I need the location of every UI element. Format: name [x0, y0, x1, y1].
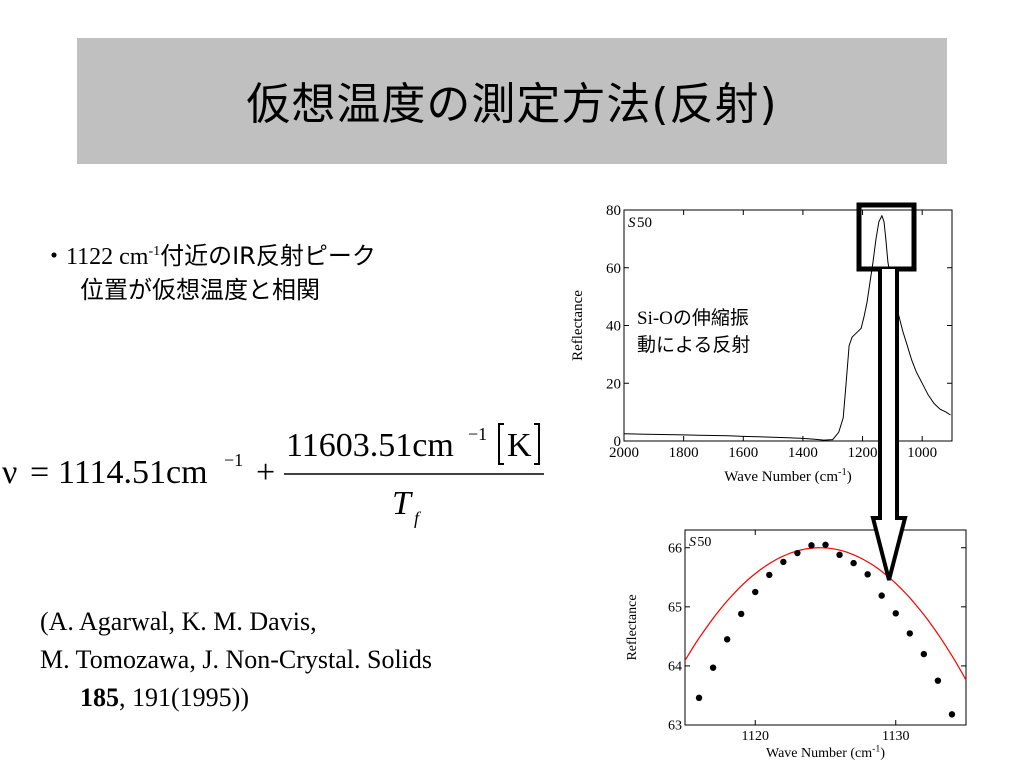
formula-equals: = [30, 454, 49, 491]
x-tick-label: 2000 [609, 445, 639, 461]
x-tick-label: 1600 [728, 445, 758, 461]
bullet-wavenumber: 1122 cm [66, 244, 149, 270]
peak-highlight-box [856, 202, 917, 272]
bullet-line2: 位置が仮想温度と相関 [80, 276, 320, 304]
data-point [766, 571, 773, 579]
y-tick-label: 80 [606, 203, 621, 219]
y-tick-label: 64 [668, 660, 682, 675]
y-tick-label: 40 [606, 319, 621, 335]
data-point [864, 571, 871, 578]
x-tick-label: 1130 [882, 729, 909, 744]
reference-line3: 185, 191(1995)) [40, 679, 432, 717]
y-tick-label: 60 [606, 261, 621, 277]
peak-fit-chart: 1120 1130 63 64 65 66 S 50 Wave Number (cm-1) Ref… [625, 529, 967, 761]
data-point [920, 650, 928, 658]
chart-tag-letter: S [689, 535, 696, 550]
data-point [723, 636, 731, 643]
formula-nu: ν [2, 454, 17, 491]
formula-numerator-exp: −1 [468, 424, 487, 444]
y-tick-label: 0 [614, 434, 622, 450]
reference-pages: , 191(1995)) [119, 683, 249, 712]
x-axis-label: Wave Number (cm-1) [724, 467, 852, 485]
down-arrow [870, 269, 908, 581]
spectrum-line [623, 214, 951, 441]
y-tick-label: 65 [668, 600, 682, 615]
chart-tag-number: 50 [637, 215, 652, 231]
data-point [709, 664, 717, 671]
data-point [934, 677, 942, 684]
bullet-marker: ・ [42, 242, 66, 270]
y-tick-label: 63 [668, 719, 682, 734]
annotation-line: 動による反射 [637, 334, 750, 356]
bullet-exponent: -1 [148, 244, 161, 259]
y-tick-label: 20 [606, 376, 621, 392]
formula-bracket-left [498, 423, 504, 465]
bullet-line1-text: 付近のIR反射ピーク [160, 242, 376, 270]
data-point [780, 558, 787, 566]
data-point [738, 610, 745, 618]
reference-line1: (A. Agarwal, K. M. Davis, [40, 607, 317, 636]
x-tick-label: 1000 [907, 445, 937, 461]
y-axis-label: Reflectance [625, 594, 640, 660]
plot-frame [623, 209, 953, 442]
formula-denominator: T [392, 485, 413, 522]
data-point [695, 694, 703, 702]
formula-numerator: 11603.51cm [286, 427, 454, 464]
reference-volume: 185 [80, 683, 119, 712]
zoom-arrow [856, 202, 917, 581]
reference-line2: M. Tomozawa, J. Non-Crystal. Solids [40, 645, 433, 674]
y-axis-label: Reflectance [570, 290, 586, 361]
x-axis-label-text: Wave Number (cm [724, 469, 838, 485]
data-point [794, 549, 801, 557]
x-axis-label-end: ) [847, 469, 852, 485]
data-point [808, 542, 815, 549]
reference: (A. Agarwal, K. M. Davis, M. Tomozawa, J… [40, 603, 432, 717]
data-point [752, 588, 759, 596]
formula-constant-exp: −1 [224, 450, 243, 470]
y-tick-label: 66 [668, 541, 682, 556]
plot-frame [684, 529, 967, 726]
data-point [836, 551, 843, 559]
data-point [878, 592, 885, 599]
fit-curve [684, 547, 967, 681]
formula-bracket-right [534, 423, 540, 465]
data-point [850, 559, 857, 567]
data-point [906, 630, 913, 637]
x-tick-label: 1120 [742, 729, 769, 744]
formula-constant: 1114.51cm [58, 454, 208, 491]
formula-denominator-sub: f [414, 508, 422, 528]
x-tick-label: 1400 [788, 445, 818, 461]
reflectance-spectrum-chart: 2000 1800 1600 1400 1200 1000 0 20 40 60 80 S 50 Wave… [570, 203, 953, 485]
x-axis-label-exp: -1 [838, 467, 847, 478]
chart-tag-number: 50 [697, 535, 711, 550]
data-point [948, 711, 956, 718]
data-point [892, 610, 899, 617]
annotation-line: Si-Oの伸縮振 [637, 307, 749, 329]
x-tick-label: 1200 [848, 445, 878, 461]
formula: ν = 1114.51cm −1 + 11603.51cm −1 K T f [2, 423, 544, 528]
bullet-point: ・1122 cm-1付近のIR反射ピーク [42, 236, 376, 273]
title-bar: 仮想温度の測定方法(反射) [77, 38, 947, 164]
formula-unit: K [507, 427, 532, 464]
x-tick-label: 1800 [669, 445, 699, 461]
data-point [822, 541, 829, 548]
page-title: 仮想温度の測定方法(反射) [246, 79, 778, 130]
chart-tag-letter: S [628, 215, 636, 231]
formula-plus: + [256, 454, 275, 491]
x-axis-label-end: ) [880, 746, 885, 761]
x-axis-label: Wave Number (cm-1) [766, 743, 885, 761]
x-axis-label-exp: -1 [872, 743, 880, 754]
x-axis-label-text: Wave Number (cm [766, 746, 872, 761]
